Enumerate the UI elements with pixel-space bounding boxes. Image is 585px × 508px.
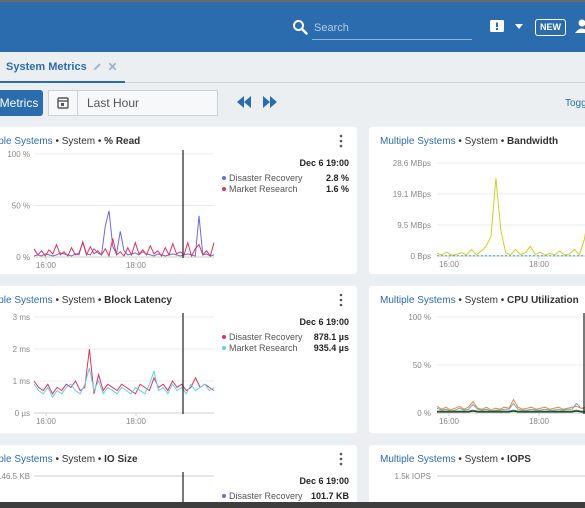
y-tick-label: 0 µs — [15, 409, 30, 418]
y-tick-label: 9.5 MBps — [397, 221, 431, 230]
iops-chart: 1.5k IOPS — [395, 472, 585, 481]
tab-label: System Metrics — [6, 60, 87, 73]
bandwidth-chart: 28.6 MBps 19.1 MBps 9.5 MBps 0 Bps 16:00 18:0… — [393, 159, 585, 269]
legend-value: 878.1 µs — [314, 332, 349, 342]
metrics-button[interactable]: Metrics — [0, 90, 43, 116]
y-tick-label: 0 % — [417, 409, 431, 418]
y-tick-label: 0 % — [16, 253, 30, 262]
legend-label: Disaster Recovery — [229, 173, 303, 183]
chart-card-percent-read: iple Systems • System • % Read 100 % 50 %… — [0, 127, 357, 274]
series-line — [436, 402, 585, 412]
series-line — [33, 210, 215, 257]
card-title: Multiple Systems • System • Bandwidth — [380, 136, 559, 147]
fast-forward-icon[interactable] — [263, 96, 277, 108]
y-tick-label: 1.5k IOPS — [395, 472, 431, 481]
top-bar: NEW — [0, 2, 585, 52]
y-tick-label: 50 % — [12, 202, 30, 211]
search-icon[interactable] — [292, 19, 308, 35]
toggle-link[interactable]: Toggle — [565, 98, 585, 109]
x-tick-label: 18:00 — [126, 261, 147, 270]
card-title: Multiple Systems • System • IOPS — [380, 454, 531, 465]
series-line — [436, 177, 585, 256]
chart-card-block-latency: iple Systems • System • Block Latency 3 … — [0, 286, 357, 433]
legend-value: 2.8 % — [326, 173, 349, 183]
tooltip-time: Dec 6 19:00 — [299, 158, 349, 168]
legend-swatch — [222, 335, 226, 339]
x-tick-label: 18:00 — [529, 260, 550, 269]
legend-label: Disaster Recovery — [229, 491, 303, 501]
y-tick-label: 1 ms — [13, 377, 30, 386]
divider — [77, 91, 78, 115]
series-line — [33, 238, 215, 258]
time-range-selector[interactable]: Last Hour — [48, 90, 218, 116]
calendar-icon — [57, 97, 69, 109]
user-icon[interactable] — [575, 19, 585, 33]
card-title: iple Systems • System • % Read — [0, 136, 141, 147]
legend-label: Market Research — [229, 343, 298, 353]
series-line — [33, 368, 215, 398]
series-line — [436, 398, 585, 411]
chevron-down-icon[interactable] — [515, 24, 523, 30]
card-title: Multiple Systems • System • CPU Utilizat… — [380, 295, 579, 306]
pencil-icon[interactable] — [93, 62, 102, 71]
series-line — [33, 348, 215, 395]
x-tick-label: 16:00 — [439, 260, 460, 269]
cpu-utilization-chart: 100 % 50 % 0 % 16:00 18:00 — [408, 313, 585, 426]
new-badge[interactable]: NEW — [535, 19, 566, 36]
y-tick-label: 19.1 MBps — [393, 190, 431, 199]
series-line — [437, 409, 585, 412]
tab-system-metrics[interactable]: System Metrics — [0, 52, 125, 83]
block-latency-chart: 3 ms 2 ms 1 ms 0 µs 16:00 18:00 Dec 6 19:00 Dis… — [13, 313, 349, 426]
x-tick-label: 18:00 — [126, 417, 147, 426]
chart-card-cpu-utilization: Multiple Systems • System • CPU Utilizat… — [369, 286, 585, 433]
legend-label: Market Research — [229, 184, 298, 194]
x-tick-label: 16:00 — [36, 417, 57, 426]
tab-strip: System Metrics — [0, 52, 585, 83]
more-vertical-icon[interactable] — [339, 293, 343, 307]
chart-card-bandwidth: Multiple Systems • System • Bandwidth 28… — [369, 127, 585, 274]
search-input[interactable] — [312, 17, 472, 40]
legend-value: 101.7 KB — [311, 491, 350, 501]
legend-value: 935.4 µs — [314, 343, 349, 353]
y-tick-label: 28.6 MBps — [393, 159, 431, 168]
legend-swatch — [222, 176, 226, 180]
y-tick-label: 50 % — [413, 361, 431, 370]
y-tick-label: 100 % — [408, 313, 431, 322]
close-icon[interactable] — [108, 62, 117, 71]
legend-value: 1.6 % — [326, 184, 349, 194]
toolbar: Metrics Last Hour Toggle — [0, 82, 585, 122]
window-bottom-edge — [0, 502, 585, 508]
x-tick-label: 18:00 — [529, 417, 550, 426]
card-title: iple Systems • System • IO Size — [0, 454, 138, 465]
card-title: iple Systems • System • Block Latency — [0, 295, 172, 306]
legend-swatch — [222, 187, 226, 191]
tooltip-time: Dec 6 19:00 — [299, 317, 349, 327]
legend-label: Disaster Recovery — [229, 332, 303, 342]
chart-card-iops: Multiple Systems • System • IOPS 1.5k IO… — [369, 445, 585, 502]
y-tick-label: 0 Bps — [411, 252, 431, 261]
y-tick-label: 3 ms — [13, 313, 30, 322]
series-line — [437, 410, 585, 413]
flag-icon[interactable] — [490, 20, 504, 34]
more-vertical-icon[interactable] — [339, 134, 343, 148]
y-tick-label: 146.5 KB — [0, 472, 30, 481]
chart-card-io-size: iple Systems • System • IO Size 146.5 KB… — [0, 445, 357, 502]
x-tick-label: 16:00 — [36, 261, 57, 270]
more-vertical-icon[interactable] — [339, 452, 343, 466]
percent-read-chart: 100 % 50 % 0 % 16:00 18:00 Dec 6 19:00 Disaste… — [7, 150, 349, 270]
y-tick-label: 100 % — [7, 150, 30, 159]
legend-swatch — [222, 494, 226, 498]
io-size-chart: 146.5 KB Dec 6 19:00 Disaster Recovery 101.… — [0, 472, 350, 502]
x-tick-label: 16:00 — [439, 417, 460, 426]
y-tick-label: 2 ms — [13, 345, 30, 354]
legend-swatch — [222, 346, 226, 350]
tooltip-time: Dec 6 19:00 — [299, 476, 349, 486]
time-range-label: Last Hour — [87, 96, 140, 110]
rewind-icon[interactable] — [237, 96, 251, 108]
